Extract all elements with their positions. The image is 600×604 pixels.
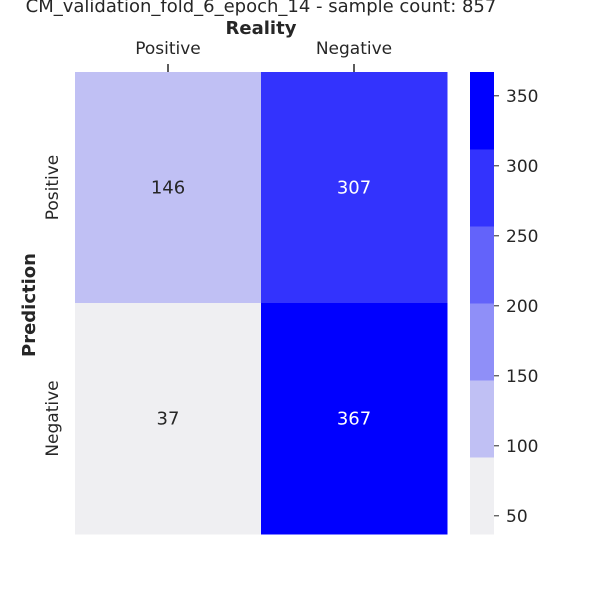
heatmap-cell-1-1: [261, 303, 448, 535]
heatmap-cell-value-0-1: 307: [337, 178, 371, 199]
chart-title: CM_validation_fold_6_epoch_14 - sample c…: [26, 0, 497, 17]
colorbar-tick-label: 150: [506, 367, 538, 387]
colorbar-segment-3: [470, 226, 494, 304]
x-tick-label: Negative: [316, 39, 392, 59]
heatmap-cell-0-0: [75, 72, 262, 304]
colorbar-segment-2: [470, 303, 494, 381]
colorbar-tick-label: 350: [506, 87, 538, 107]
x-tick-label: Positive: [135, 39, 201, 59]
colorbar-segment-5: [470, 72, 494, 150]
y-axis-label: Prediction: [19, 253, 40, 357]
colorbar-segment-1: [470, 380, 494, 458]
colorbar-tick-label: 50: [506, 507, 528, 527]
heatmap-cell-value-1-1: 367: [337, 409, 371, 430]
colorbar-tick-label: 300: [506, 157, 538, 177]
colorbar: 50 100 150 200 250 300 350: [470, 72, 538, 535]
colorbar-segment-4: [470, 149, 494, 227]
x-axis-label: Reality: [226, 18, 297, 39]
colorbar-tick-label: 100: [506, 437, 538, 457]
y-tick-label: Negative: [43, 380, 63, 456]
heatmap-cell-value-0-0: 146: [151, 178, 185, 199]
heatmap-cell-0-1: [261, 72, 448, 304]
colorbar-tick-label: 200: [506, 297, 538, 317]
heatmap: 146 307 37 367 Positive Negative Positive Negat…: [43, 39, 448, 535]
colorbar-segment-0: [470, 457, 494, 535]
colorbar-tick-label: 250: [506, 227, 538, 247]
y-tick-label: Positive: [43, 155, 63, 221]
heatmap-cell-value-1-0: 37: [157, 409, 180, 430]
heatmap-cell-1-0: [75, 303, 262, 535]
